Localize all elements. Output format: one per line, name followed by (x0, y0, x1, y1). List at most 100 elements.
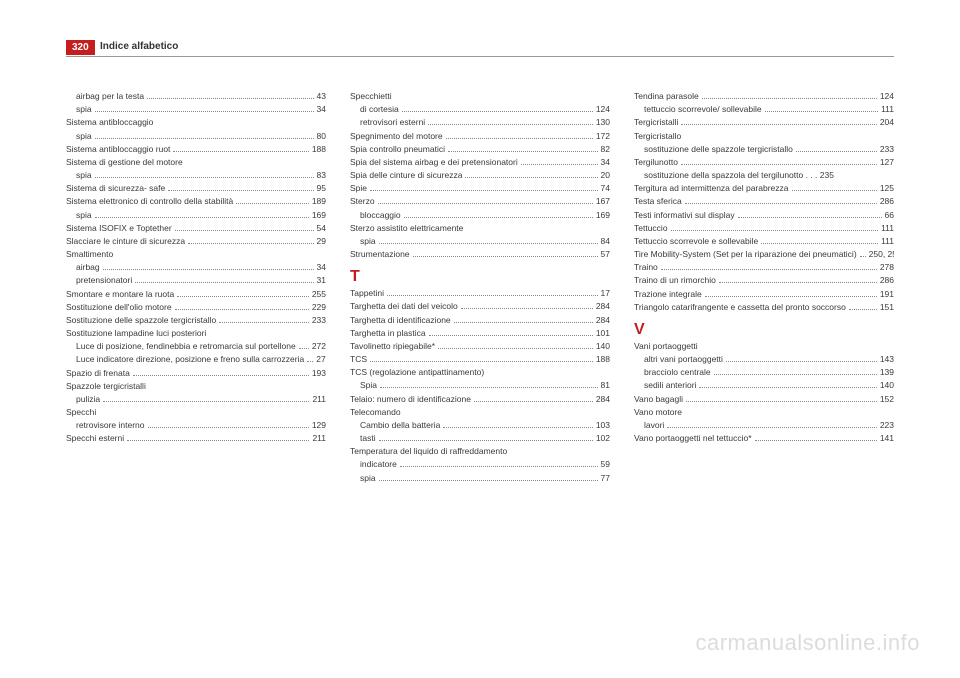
index-entry-label: Vano portaoggetti nel tettuccio* (634, 432, 752, 445)
index-entry-page: 172 (596, 130, 610, 143)
index-entry-page: 191 (880, 288, 894, 301)
index-entry: di cortesia124 (350, 103, 610, 116)
index-entry-label: spia (76, 209, 92, 222)
index-entry-page: 80 (317, 130, 326, 143)
index-entry: Cambio della batteria103 (350, 419, 610, 432)
index-entry-label: Tergitura ad intermittenza del parabrezz… (634, 182, 789, 195)
index-entry: Vano motore (634, 406, 894, 419)
index-entry-label: Traino di un rimorchio (634, 274, 716, 287)
index-entry: Traino di un rimorchio 286 (634, 274, 894, 287)
index-entry: sedili anteriori140 (634, 379, 894, 392)
leader-dots (379, 243, 598, 244)
index-entry-page: 233 (312, 314, 326, 327)
index-entry: spia34 (66, 103, 326, 116)
index-entry-page: 130 (596, 116, 610, 129)
index-entry-label: Cambio della batteria (360, 419, 440, 432)
leader-dots (461, 308, 593, 309)
page-title: Indice alfabetico (100, 41, 178, 52)
leader-dots (95, 177, 314, 178)
index-entry-page: 272 (312, 340, 326, 353)
index-entry-label: sostituzione delle spazzole tergicristal… (644, 143, 793, 156)
index-entry-label: Traino (634, 261, 658, 274)
index-entry: Luce di posizione, fendinebbia e retroma… (66, 340, 326, 353)
index-entry-label: Spia (360, 379, 377, 392)
index-entry-label: Spia del sistema airbag e dei pretension… (350, 156, 518, 169)
index-entry-label: pulizia (76, 393, 100, 406)
leader-dots (454, 322, 593, 323)
index-entry: Sistema elettronico di controllo della s… (66, 195, 326, 208)
index-entry-page: 84 (601, 235, 610, 248)
leader-dots (681, 164, 877, 165)
index-entry-label: Tettuccio (634, 222, 668, 235)
index-entry-page: 271 (316, 353, 326, 366)
index-entry: Sostituzione dell'olio motore229 (66, 301, 326, 314)
leader-dots (428, 124, 593, 125)
index-entry: Tergilunotto127 (634, 156, 894, 169)
index-entry: sostituzione della spazzola del tergilun… (634, 169, 894, 182)
index-entry-page: 34 (317, 103, 326, 116)
index-entry-page: 211 (312, 393, 326, 406)
index-entry: Triangolo catarifrangente e cassetta del… (634, 301, 894, 314)
index-entry-page: 278 (880, 261, 894, 274)
leader-dots (379, 480, 598, 481)
index-entry-page: 139 (880, 366, 894, 379)
index-entry: spia80 (66, 130, 326, 143)
index-entry-page: 169 (312, 209, 326, 222)
leader-dots (380, 387, 598, 388)
index-entry: Spia del sistema airbag e dei pretension… (350, 156, 610, 169)
index-entry: Telecomando (350, 406, 610, 419)
index-entry-label: lavori (644, 419, 664, 432)
index-entry: Spia81 (350, 379, 610, 392)
index-entry-label: Luce indicatore direzione, posizione e f… (76, 353, 304, 366)
index-entry-label: Sistema antibloccaggio (66, 116, 153, 129)
index-entry: Spia controllo pneumatici82 (350, 143, 610, 156)
index-entry-page: 204 (880, 116, 894, 129)
leader-dots (378, 203, 593, 204)
leader-dots (474, 401, 593, 402)
index-entry-page: 34 (317, 261, 326, 274)
index-entry-label: Sistema di sicurezza- safe (66, 182, 165, 195)
index-entry-label: Spegnimento del motore (350, 130, 443, 143)
index-entry-label: Spazzole tergicristalli (66, 380, 146, 393)
index-entry-page: 250, 257 (869, 248, 894, 261)
index-entry: Sostituzione lampadine luci posteriori (66, 327, 326, 340)
index-entry-label: pretensionatori (76, 274, 132, 287)
index-entry-page: 101 (596, 327, 610, 340)
leader-dots (95, 217, 309, 218)
index-entry-label: Vano bagagli (634, 393, 683, 406)
leader-dots (236, 203, 309, 204)
leader-dots (686, 401, 877, 402)
index-entry-page: 286 (880, 195, 894, 208)
index-entry-page: 140 (880, 379, 894, 392)
page-number-badge: 320 (66, 40, 95, 55)
leader-dots (404, 217, 593, 218)
index-entry-label: Tergicristalli (634, 116, 678, 129)
index-entry: Vano portaoggetti nel tettuccio*141 (634, 432, 894, 445)
index-entry-page: 193 (312, 367, 326, 380)
leader-dots (299, 348, 309, 349)
leader-dots (188, 243, 313, 244)
index-column-3: Tendina parasole124tettuccio scorrevole/… (634, 90, 894, 485)
index-entry-page: 20 (601, 169, 610, 182)
index-entry-label: indicatore (360, 458, 397, 471)
index-entry: pretensionatori31 (66, 274, 326, 287)
index-entry: Vani portaoggetti (634, 340, 894, 353)
index-entry: indicatore59 (350, 458, 610, 471)
index-entry-page: 223 (880, 419, 894, 432)
index-entry: Spie74 (350, 182, 610, 195)
index-entry: Smaltimento (66, 248, 326, 261)
leader-dots (219, 322, 309, 323)
index-entry-page: 286 (880, 274, 894, 287)
index-entry: Temperatura del liquido di raffreddament… (350, 445, 610, 458)
index-entry-label: TCS (regolazione antipattinamento) (350, 366, 484, 379)
leader-dots (148, 427, 309, 428)
index-entry-page: 17 (601, 287, 610, 300)
index-entry-page: 229 (312, 301, 326, 314)
index-entry-label: Testi informativi sul display (634, 209, 735, 222)
leader-dots (379, 440, 593, 441)
index-entry: Targhetta di identificazione284 (350, 314, 610, 327)
index-entry-label: Sostituzione lampadine luci posteriori (66, 327, 206, 340)
index-entry-page: 82 (601, 143, 610, 156)
index-entry-page: 129 (312, 419, 326, 432)
index-entry: airbag34 (66, 261, 326, 274)
